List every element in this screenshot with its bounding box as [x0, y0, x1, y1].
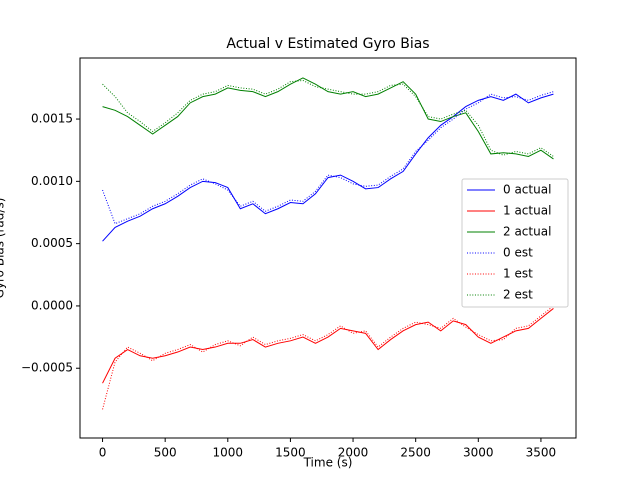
x-tick-label: 1000: [213, 446, 244, 460]
x-tick-label: 3500: [526, 446, 557, 460]
series-line: [102, 77, 554, 160]
y-tick-label: −0.0005: [21, 361, 73, 375]
x-tick-label: 2000: [338, 446, 369, 460]
x-tick-label: 3000: [463, 446, 494, 460]
legend-label: 1 est: [503, 267, 533, 281]
series-line: [102, 79, 554, 157]
x-tick-label: 500: [154, 446, 177, 460]
y-tick-label: 0.0015: [31, 112, 73, 126]
x-axis-label: Time (s): [303, 456, 353, 470]
plot-frame: [79, 57, 577, 439]
legend-label: 0 est: [503, 246, 533, 260]
legend-label: 2 actual: [503, 225, 551, 239]
y-axis-label: Gyro Bias (rad/s): [0, 198, 7, 299]
x-tick-label: 1500: [275, 446, 306, 460]
y-tick-label: 0.0010: [31, 174, 73, 188]
legend-label: 2 est: [503, 288, 533, 302]
y-tick-label: 0.0005: [31, 236, 73, 250]
series-line: [102, 91, 554, 225]
series-line: [102, 93, 554, 242]
chart-title: Actual v Estimated Gyro Bias: [226, 36, 429, 52]
series-line: [102, 308, 554, 384]
series-line: [102, 305, 554, 410]
x-tick-label: 0: [99, 446, 107, 460]
legend-label: 0 actual: [503, 183, 551, 197]
legend-label: 1 actual: [503, 204, 551, 218]
x-tick-label: 2500: [400, 446, 431, 460]
y-tick-label: 0.0000: [31, 298, 73, 312]
